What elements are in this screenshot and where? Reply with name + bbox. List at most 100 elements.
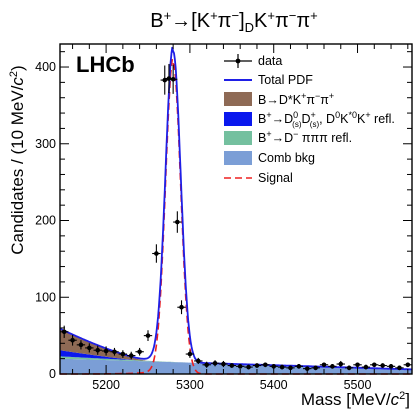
y-tick-label: 200 <box>35 214 56 228</box>
data-point-marker <box>70 337 75 343</box>
x-tick-label: 5400 <box>260 378 288 392</box>
data-point-marker <box>363 364 369 370</box>
data-point <box>93 345 102 355</box>
data-point-marker <box>175 219 180 225</box>
data-point <box>210 360 220 367</box>
data-point <box>219 360 228 368</box>
axis-ticks: 5200 5300 5400 5500 0 100 200 300 400 <box>35 44 412 392</box>
data-point <box>118 350 128 358</box>
data-point <box>378 363 387 368</box>
data-point-marker <box>405 362 411 368</box>
data-point-marker <box>371 362 377 368</box>
data-point-marker <box>397 365 402 371</box>
data-point-marker <box>195 358 201 364</box>
data-point-marker <box>304 366 310 371</box>
data-point-marker <box>221 361 226 367</box>
data-point <box>173 211 182 233</box>
legend-item-dminus-refl: B+→D− πππ refl. <box>224 129 352 145</box>
data-point-marker <box>95 347 101 353</box>
data-point <box>403 362 412 368</box>
data-point-marker <box>120 351 126 357</box>
legend-item-dsds-refl: B+→D0 (s)D+ (s), D0K*0K+ refl. <box>224 110 395 129</box>
data-point <box>286 365 295 371</box>
data-point <box>152 244 161 263</box>
plot-frame <box>59 43 413 375</box>
data-point <box>110 347 119 356</box>
data-point-marker <box>338 361 344 367</box>
legend-item-comb-bkg: Comb bkg <box>224 151 315 165</box>
data-point <box>395 365 404 371</box>
data-point-marker <box>346 365 352 371</box>
data-point-marker <box>212 360 218 366</box>
legend-label-dminus-refl: B+→D− πππ refl. <box>258 129 352 145</box>
data-point <box>143 330 153 341</box>
legend-label-dstar: B→D*K+π−π+ <box>258 91 334 107</box>
data-point <box>135 347 144 356</box>
data-point-marker <box>87 345 92 351</box>
data-point <box>244 364 253 370</box>
data-point-marker <box>279 364 285 370</box>
data-point <box>101 346 111 356</box>
data-point <box>68 334 77 346</box>
data-point-marker <box>78 342 84 348</box>
data-point-marker <box>154 251 159 256</box>
data-point <box>227 363 236 368</box>
data-point <box>252 363 262 368</box>
experiment-label: LHCb <box>76 52 135 77</box>
data-point <box>202 361 211 368</box>
data-point <box>85 343 94 353</box>
data-point-marker <box>166 76 172 81</box>
y-tick-label: 300 <box>35 137 56 151</box>
data-point-marker <box>145 333 151 338</box>
data-point-marker <box>296 364 302 369</box>
data-point-marker <box>380 363 385 368</box>
data-point-marker <box>237 364 243 369</box>
y-axis-title: Candidates / (10 MeV/c2) <box>8 65 27 254</box>
data-point-marker <box>288 365 293 371</box>
data-point <box>361 364 371 370</box>
signal-curve <box>60 59 412 375</box>
data-point-marker <box>313 365 318 371</box>
data-point <box>194 357 203 365</box>
data-point-marker <box>355 362 360 368</box>
legend-item-total-pdf: Total PDF <box>224 73 313 87</box>
dsds-refl-area <box>60 350 412 370</box>
data-point-marker <box>246 364 251 370</box>
data-point-marker <box>388 364 394 369</box>
legend: data Total PDF B→D*K+π−π+ B+→D0 (s)D+ (s),… <box>224 54 395 185</box>
x-tick-label: 5200 <box>92 378 120 392</box>
data-point <box>328 364 337 369</box>
data-point <box>336 360 345 368</box>
data-point-marker <box>61 329 67 335</box>
legend-label-dsds-refl: B+→D0 (s)D+ (s), D0K*0K+ refl. <box>258 110 395 129</box>
legend-label-comb-bkg: Comb bkg <box>258 151 315 165</box>
data-point <box>168 64 178 94</box>
data-point-marker <box>128 353 134 358</box>
data-point-marker <box>187 351 193 357</box>
y-tick-label: 400 <box>35 60 56 74</box>
data-point-marker <box>103 348 109 354</box>
data-point <box>127 351 136 360</box>
x-tick-label: 5300 <box>176 378 204 392</box>
legend-label-signal: Signal <box>258 171 293 185</box>
data-point <box>386 364 396 369</box>
y-tick-label: 100 <box>35 290 56 304</box>
data-point <box>177 300 186 315</box>
legend-label-data: data <box>258 54 282 68</box>
data-point <box>185 350 195 358</box>
legend-item-data: data <box>224 54 282 68</box>
data-point <box>344 365 354 371</box>
data-points <box>60 63 412 371</box>
data-point-marker <box>112 349 117 355</box>
chart-title: B+→[K+π−]DK+π−π+ <box>150 8 318 35</box>
data-point <box>76 340 86 350</box>
data-point <box>370 362 379 368</box>
data-point-marker <box>330 364 335 369</box>
data-point <box>311 365 320 371</box>
data-point-marker <box>179 304 184 310</box>
data-point <box>294 364 304 369</box>
y-tick-label: 0 <box>49 367 56 381</box>
x-axis-title: Mass [MeV/c2] <box>301 390 410 409</box>
data-point <box>277 364 287 370</box>
